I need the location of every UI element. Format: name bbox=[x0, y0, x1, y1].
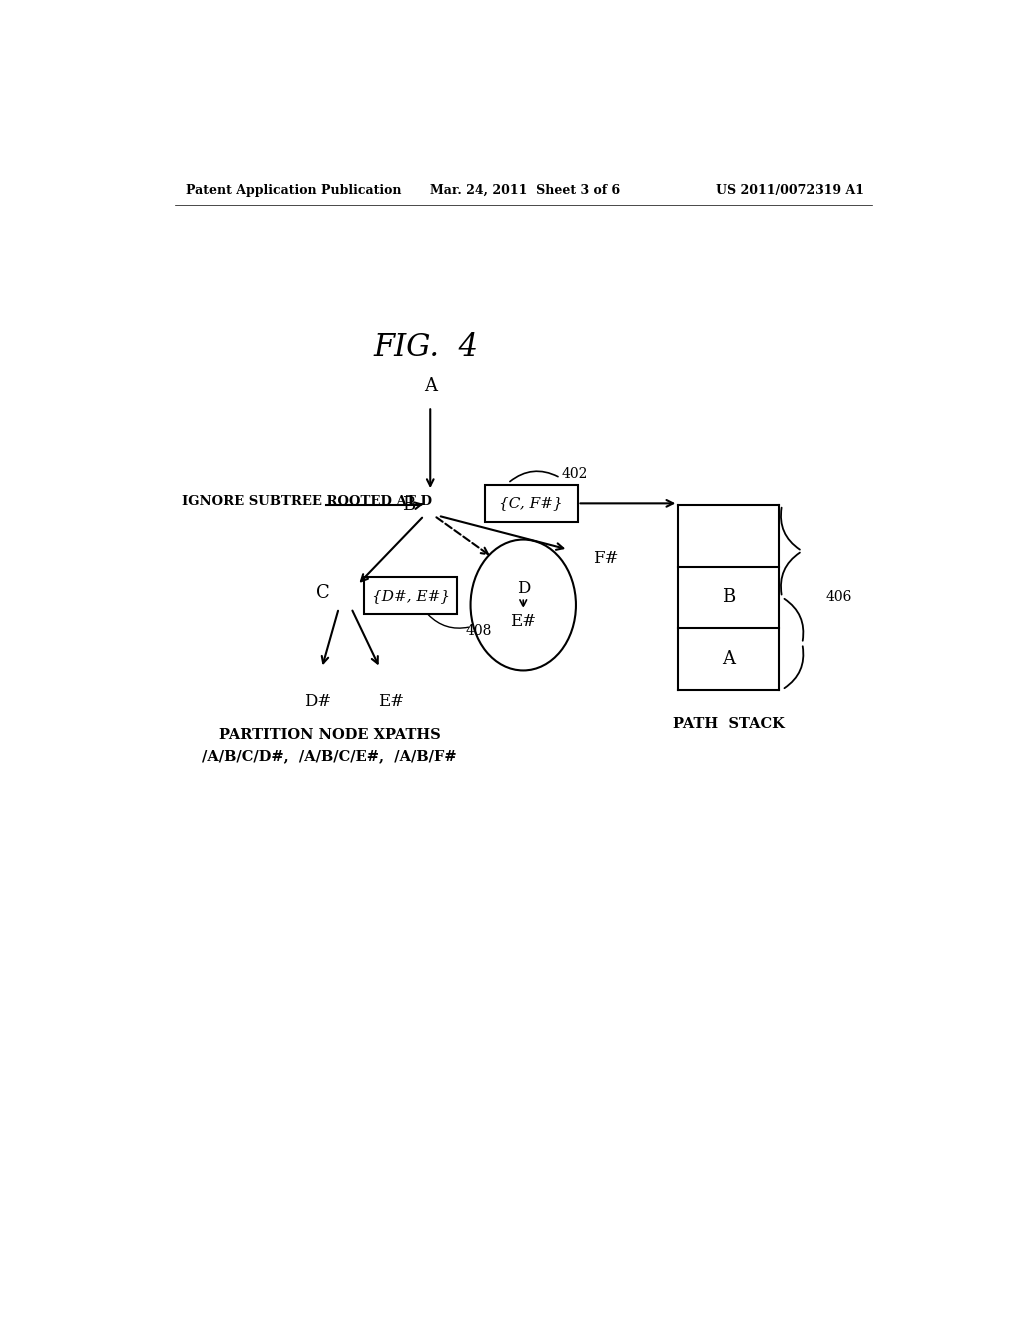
Text: FIG.  4: FIG. 4 bbox=[374, 331, 479, 363]
Text: E#: E# bbox=[510, 614, 537, 631]
Text: IGNORE SUBTREE ROOTED AT D: IGNORE SUBTREE ROOTED AT D bbox=[182, 495, 432, 508]
Text: C: C bbox=[316, 585, 330, 602]
Text: PARTITION NODE XPATHS
/A/B/C/D#,  /A/B/C/E#,  /A/B/F#: PARTITION NODE XPATHS /A/B/C/D#, /A/B/C/… bbox=[202, 729, 457, 763]
Text: D: D bbox=[516, 579, 530, 597]
Text: B: B bbox=[402, 496, 415, 513]
Text: PATH  STACK: PATH STACK bbox=[673, 717, 784, 731]
Text: US 2011/0072319 A1: US 2011/0072319 A1 bbox=[716, 185, 864, 197]
Text: 406: 406 bbox=[825, 590, 852, 605]
Text: F#: F# bbox=[593, 550, 618, 568]
Text: E#: E# bbox=[379, 693, 404, 710]
Text: Patent Application Publication: Patent Application Publication bbox=[186, 185, 401, 197]
Text: 408: 408 bbox=[465, 624, 492, 638]
Text: A: A bbox=[424, 378, 437, 395]
Text: A: A bbox=[722, 649, 735, 668]
Bar bbox=[484, 484, 578, 521]
Text: D#: D# bbox=[304, 693, 332, 710]
Text: Mar. 24, 2011  Sheet 3 of 6: Mar. 24, 2011 Sheet 3 of 6 bbox=[430, 185, 620, 197]
Text: 402: 402 bbox=[562, 467, 589, 480]
Bar bbox=[365, 577, 458, 614]
Text: B: B bbox=[722, 589, 735, 606]
Text: {C, F#}: {C, F#} bbox=[499, 496, 563, 511]
Text: {D#, E#}: {D#, E#} bbox=[372, 589, 450, 603]
